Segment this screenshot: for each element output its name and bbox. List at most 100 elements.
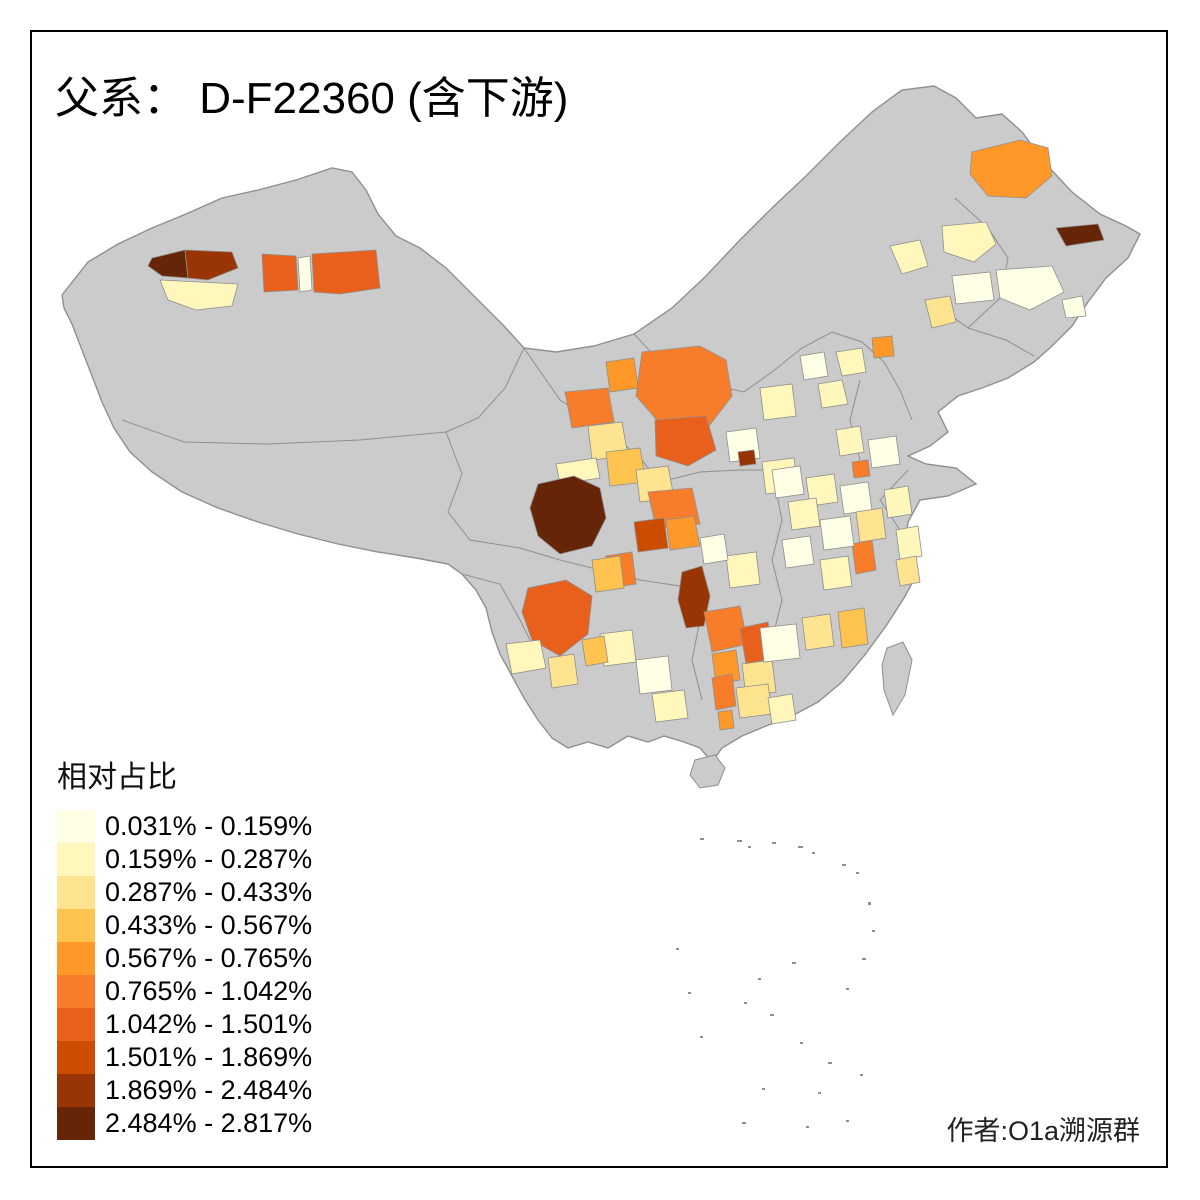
legend-swatch bbox=[57, 843, 95, 876]
map-region bbox=[759, 383, 797, 421]
map-region bbox=[819, 555, 853, 591]
map-region bbox=[717, 709, 735, 731]
map-region bbox=[665, 515, 701, 551]
map-region bbox=[771, 465, 805, 499]
map-region bbox=[711, 649, 741, 685]
map-region bbox=[781, 535, 815, 569]
page-title: 父系： D-F22360 (含下游) bbox=[55, 74, 569, 123]
map-region bbox=[605, 357, 639, 393]
map-region bbox=[297, 255, 313, 293]
map-region bbox=[311, 249, 381, 295]
legend-swatch bbox=[57, 942, 95, 975]
map-region bbox=[591, 555, 625, 593]
map-region bbox=[521, 579, 593, 657]
hainan-island bbox=[689, 754, 726, 789]
legend-title: 相对占比 bbox=[57, 761, 177, 794]
map-region bbox=[564, 387, 615, 429]
map-region bbox=[817, 379, 849, 409]
map-region bbox=[867, 435, 901, 469]
map-region bbox=[735, 683, 773, 719]
map-region bbox=[699, 533, 729, 565]
legend: 相对占比 0.031% - 0.159% 0.159% - 0.287% 0.2… bbox=[57, 752, 312, 1140]
legend-swatch bbox=[57, 909, 95, 942]
legend-item: 0.567% - 0.765% bbox=[57, 942, 312, 975]
map-region bbox=[895, 555, 921, 587]
map-region bbox=[725, 551, 761, 589]
legend-item: 1.869% - 2.484% bbox=[57, 1074, 312, 1107]
map-region bbox=[851, 459, 871, 479]
legend-label: 0.433% - 0.567% bbox=[105, 910, 313, 940]
legend-label: 2.484% - 2.817% bbox=[105, 1108, 313, 1138]
legend-swatch bbox=[57, 1008, 95, 1041]
map-region bbox=[759, 623, 801, 663]
map-region bbox=[924, 295, 957, 329]
map-region bbox=[787, 497, 821, 531]
legend-label: 1.042% - 1.501% bbox=[105, 1009, 313, 1039]
map-region bbox=[895, 525, 923, 561]
legend-label: 0.567% - 0.765% bbox=[105, 943, 313, 973]
map-region bbox=[799, 351, 829, 381]
map-region bbox=[835, 425, 865, 457]
map-region bbox=[767, 693, 797, 725]
legend-item: 1.042% - 1.501% bbox=[57, 1008, 312, 1041]
map-region bbox=[1061, 295, 1087, 319]
map-region bbox=[995, 265, 1065, 311]
map-region bbox=[871, 335, 895, 359]
choropleth-regions bbox=[147, 139, 1105, 731]
map-region bbox=[801, 613, 835, 651]
legend-item: 0.287% - 0.433% bbox=[57, 876, 312, 909]
islands bbox=[676, 641, 913, 1128]
legend-swatch bbox=[57, 876, 95, 909]
map-region bbox=[147, 249, 189, 279]
map-region bbox=[547, 653, 579, 689]
legend-item: 1.501% - 1.869% bbox=[57, 1041, 312, 1074]
map-region bbox=[651, 689, 689, 723]
map-region bbox=[654, 415, 717, 467]
legend-swatch bbox=[57, 1074, 95, 1107]
map-region bbox=[633, 517, 669, 553]
legend-label: 1.501% - 1.869% bbox=[105, 1042, 313, 1072]
map-region bbox=[737, 449, 757, 467]
map-region bbox=[883, 485, 913, 519]
south-china-sea-islets bbox=[676, 838, 875, 1128]
map-region bbox=[711, 673, 737, 711]
map-region bbox=[941, 221, 997, 263]
map-region bbox=[839, 481, 873, 515]
map-region bbox=[889, 239, 929, 275]
map-region bbox=[819, 515, 855, 551]
taiwan-island bbox=[881, 641, 913, 717]
map-region bbox=[951, 271, 995, 305]
map-region bbox=[635, 655, 673, 695]
map-region bbox=[837, 607, 869, 649]
legend-swatch bbox=[57, 810, 95, 843]
map-region bbox=[505, 639, 547, 675]
map-region bbox=[261, 253, 299, 293]
legend-swatch bbox=[57, 1107, 95, 1140]
map-region bbox=[635, 345, 733, 431]
map-region bbox=[159, 279, 239, 311]
legend-item: 2.484% - 2.817% bbox=[57, 1107, 312, 1140]
map-region bbox=[677, 565, 711, 629]
legend-item: 0.031% - 0.159% bbox=[57, 810, 312, 843]
legend-label: 1.869% - 2.484% bbox=[105, 1075, 313, 1105]
legend-label: 0.031% - 0.159% bbox=[105, 811, 313, 841]
map-region bbox=[184, 249, 239, 281]
legend-item: 0.765% - 1.042% bbox=[57, 975, 312, 1008]
map-region bbox=[855, 507, 887, 543]
map-region bbox=[835, 347, 867, 377]
legend-label: 0.159% - 0.287% bbox=[105, 844, 313, 874]
map-region bbox=[529, 475, 607, 555]
legend-swatch bbox=[57, 975, 95, 1008]
map-region bbox=[1055, 223, 1105, 247]
legend-item: 0.433% - 0.567% bbox=[57, 909, 312, 942]
map-region bbox=[581, 635, 609, 667]
author-credit: 作者:O1a溯源群 bbox=[946, 1116, 1140, 1146]
legend-label: 0.287% - 0.433% bbox=[105, 877, 313, 907]
map-region bbox=[851, 539, 877, 575]
legend-item: 0.159% - 0.287% bbox=[57, 843, 312, 876]
legend-label: 0.765% - 1.042% bbox=[105, 976, 313, 1006]
map-region bbox=[969, 139, 1053, 199]
legend-swatch bbox=[57, 1041, 95, 1074]
